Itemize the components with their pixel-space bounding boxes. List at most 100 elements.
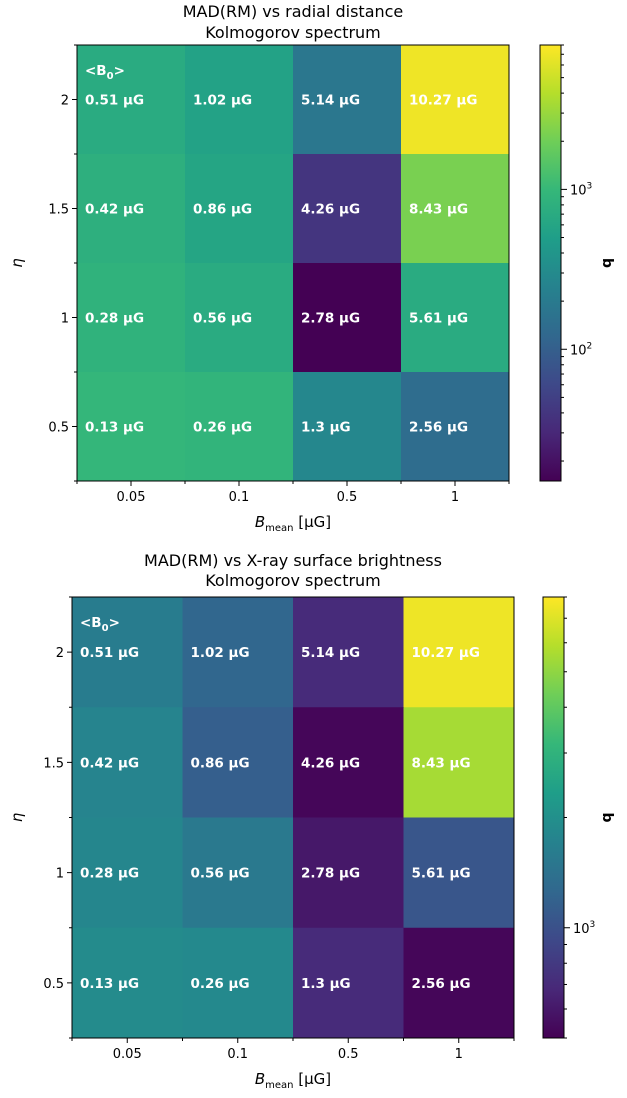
x-axis-label: Bmean [μG]: [255, 513, 331, 534]
heatmap-cell: [182, 597, 294, 708]
heatmap-cell: [403, 817, 515, 929]
cell-value-label: 0.56 μG: [193, 311, 252, 327]
cell-value-label: 10.27 μG: [412, 645, 480, 661]
heatmap-cell: [77, 263, 186, 373]
heatmap-cell: [72, 707, 183, 818]
cell-value-label: 10.27 μG: [409, 93, 477, 109]
x-tick-label: 1: [455, 1047, 463, 1062]
cell-value-label: 0.26 μG: [191, 976, 250, 992]
heatmap-cell: [185, 372, 294, 482]
cell-value-label: 0.42 μG: [85, 202, 144, 218]
colorbar: [539, 44, 562, 482]
cell-value-label: 1.02 μG: [193, 93, 252, 109]
cell-value-label: 8.43 μG: [409, 202, 468, 218]
heatmap-cell: [72, 927, 183, 1039]
heatmap-cell: [401, 154, 510, 264]
cell-value-label: 0.42 μG: [80, 755, 139, 771]
cell-value-label: 1.02 μG: [191, 645, 250, 661]
chart-title-line: Kolmogorov spectrum: [205, 23, 381, 42]
cell-value-label: 0.51 μG: [80, 645, 139, 661]
colorbar-tick-label: 102: [570, 341, 592, 358]
colorbar: [542, 596, 565, 1039]
y-tick-label: 0.5: [43, 977, 64, 992]
cell-value-label: 4.26 μG: [301, 202, 360, 218]
heatmap-cell: [293, 263, 402, 373]
cell-value-label: 0.86 μG: [191, 755, 250, 771]
cell-value-label: 0.86 μG: [193, 202, 252, 218]
cell-value-label: 2.78 μG: [301, 866, 360, 882]
cell-value-label: 0.13 μG: [80, 976, 139, 992]
heatmap-cell: [72, 597, 183, 708]
heatmap-cell: [403, 927, 515, 1039]
chart-title-line: MAD(RM) vs radial distance: [183, 2, 404, 21]
heatmap-cell: [293, 45, 402, 155]
cell-value-label: 2.78 μG: [301, 311, 360, 327]
heatmap-cell: [293, 597, 404, 708]
heatmap-cell: [185, 45, 294, 155]
colorbar-tick-label: 103: [570, 181, 592, 198]
cell-value-label: 4.26 μG: [301, 755, 360, 771]
colorbar-label: q: [599, 812, 615, 822]
y-tick-label: 0.5: [48, 421, 69, 436]
cell-value-label: 0.26 μG: [193, 420, 252, 436]
colorbar-label: q: [599, 258, 615, 268]
cell-value-label: 1.3 μG: [301, 420, 351, 436]
heatmap-cell: [293, 817, 404, 929]
y-axis-label: η: [8, 812, 26, 822]
heatmap-cell: [77, 372, 186, 482]
cell-value-label: 5.14 μG: [301, 645, 360, 661]
x-tick-label: 0.05: [117, 490, 146, 505]
y-tick-label: 1.5: [48, 203, 69, 218]
x-tick-label: 0.05: [113, 1047, 142, 1062]
x-tick-label: 0.1: [227, 1047, 248, 1062]
heatmap-cell: [293, 927, 404, 1039]
heatmap-cell: [182, 927, 294, 1039]
heatmap-panel-1: MAD(RM) vs radial distance Kolmogorov spe…: [8, 2, 615, 534]
heatmap-cell: [401, 263, 510, 373]
heatmap-cell: [293, 707, 404, 818]
corner-label: <B0>: [80, 615, 120, 634]
heatmap-cell: [185, 154, 294, 264]
y-tick-label: 1.5: [43, 756, 64, 771]
heatmap-cell: [293, 372, 402, 482]
heatmap-cell: [293, 154, 402, 264]
chart-title-line: MAD(RM) vs X-ray surface brightness: [144, 551, 442, 570]
cell-value-label: 2.56 μG: [412, 976, 471, 992]
y-axis-label: η: [8, 258, 26, 268]
heatmap-cell: [401, 45, 510, 155]
cell-value-label: 1.3 μG: [301, 976, 351, 992]
cell-value-label: 0.56 μG: [191, 866, 250, 882]
heatmap-cell: [77, 45, 186, 155]
corner-label: <B0>: [85, 63, 125, 82]
heatmap-cell: [185, 263, 294, 373]
heatmap-panel-2: MAD(RM) vs X-ray surface brightnessKolmo…: [8, 551, 615, 1091]
x-axis-label: Bmean [μG]: [255, 1070, 331, 1091]
x-tick-label: 0.1: [229, 490, 250, 505]
chart-title-line: Kolmogorov spectrum: [205, 571, 381, 590]
cell-value-label: 0.51 μG: [85, 93, 144, 109]
x-tick-label: 1: [451, 490, 459, 505]
cell-value-label: 0.28 μG: [85, 311, 144, 327]
heatmap-cell: [182, 707, 294, 818]
heatmap-cell: [77, 154, 186, 264]
cell-value-label: 8.43 μG: [412, 755, 471, 771]
heatmap-cell: [403, 597, 515, 708]
y-tick-label: 2: [61, 94, 69, 109]
cell-value-label: 0.28 μG: [80, 866, 139, 882]
heatmap-cell: [401, 372, 510, 482]
heatmap-cell: [403, 707, 515, 818]
cell-value-label: 5.61 μG: [409, 311, 468, 327]
y-tick-label: 1: [61, 312, 69, 327]
heatmap-cell: [182, 817, 294, 929]
y-tick-label: 1: [56, 867, 64, 882]
y-tick-label: 2: [56, 646, 64, 661]
cell-value-label: 2.56 μG: [409, 420, 468, 436]
cell-value-label: 5.14 μG: [301, 93, 360, 109]
x-tick-label: 0.5: [338, 1047, 359, 1062]
heatmap-cell: [72, 817, 183, 929]
cell-value-label: 0.13 μG: [85, 420, 144, 436]
cell-value-label: 5.61 μG: [412, 866, 471, 882]
x-tick-label: 0.5: [337, 490, 358, 505]
colorbar-tick-label: 103: [573, 920, 595, 937]
